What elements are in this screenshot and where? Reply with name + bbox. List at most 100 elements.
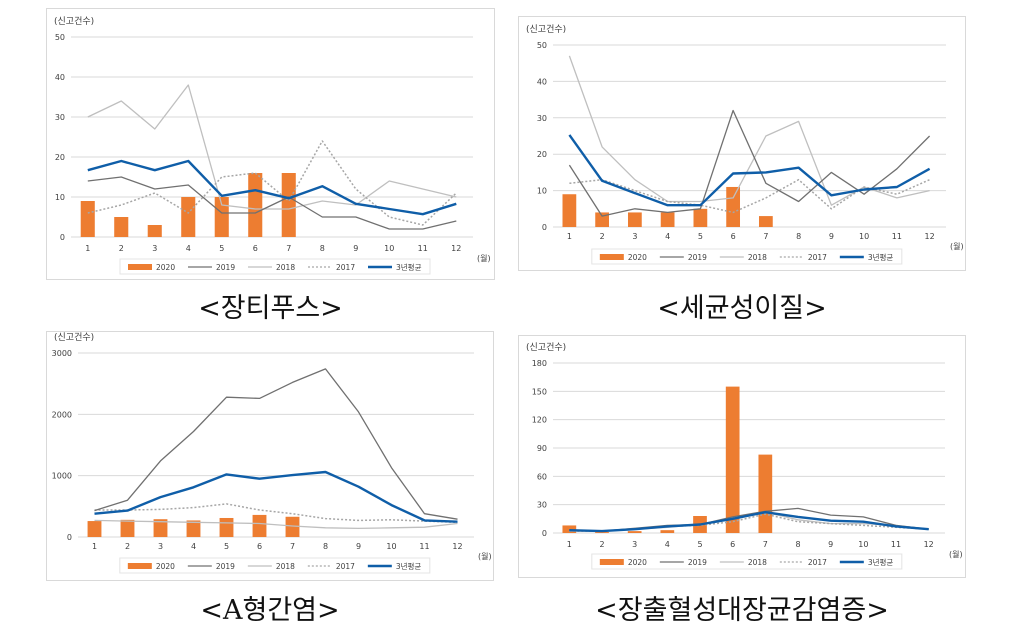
bar-2020 xyxy=(219,517,234,537)
caption-typhoid: <장티푸스> xyxy=(198,293,343,324)
series-line-s2017 xyxy=(569,513,929,532)
x-tick-label: 4 xyxy=(665,232,670,241)
x-tick-label: 6 xyxy=(257,542,262,551)
y-tick-label: 0 xyxy=(67,533,72,542)
legend-box xyxy=(591,553,903,570)
y-tick-label: 0 xyxy=(60,233,65,242)
y-tick-label: 20 xyxy=(55,153,65,162)
bar-2020 xyxy=(248,173,263,237)
x-tick-label: 8 xyxy=(795,540,800,549)
y-axis-label: (신고건수) xyxy=(54,16,94,27)
legend-label-s2019: 2019 xyxy=(688,253,707,262)
x-tick-label: 8 xyxy=(320,244,325,253)
x-tick-label: 3 xyxy=(632,232,637,241)
bar-2020 xyxy=(627,531,642,533)
x-tick-label: 2 xyxy=(119,244,124,253)
series-line-s2019 xyxy=(94,368,458,520)
bar-2020 xyxy=(285,516,300,537)
x-tick-label: 6 xyxy=(253,244,258,253)
x-tick-label: 1 xyxy=(567,232,572,241)
legend-label-s2018: 2018 xyxy=(748,558,767,567)
x-tick-label: 8 xyxy=(796,232,801,241)
x-axis-unit: (월) xyxy=(949,549,963,559)
x-tick-label: 9 xyxy=(828,540,833,549)
bar-2020 xyxy=(595,212,610,227)
legend-label-s2020: 2020 xyxy=(628,253,647,262)
legend-label-s2019: 2019 xyxy=(216,562,235,571)
x-axis-unit: (월) xyxy=(950,241,964,251)
x-tick-label: 3 xyxy=(632,540,637,549)
legend-label-avg: 3년평균 xyxy=(868,557,894,567)
series-line-avg xyxy=(94,470,458,523)
bar-2020 xyxy=(186,520,201,537)
legend-label-avg: 3년평균 xyxy=(396,561,422,571)
legend-label-s2019: 2019 xyxy=(216,263,235,272)
x-tick-label: 4 xyxy=(665,540,670,549)
x-tick-label: 10 xyxy=(859,232,869,241)
y-tick-label: 20 xyxy=(537,150,547,159)
bar-2020 xyxy=(660,212,675,227)
x-tick-label: 2 xyxy=(600,232,605,241)
x-tick-label: 10 xyxy=(384,244,394,253)
y-tick-label: 150 xyxy=(532,387,547,396)
y-tick-label: 50 xyxy=(55,33,65,42)
series-line-s2019 xyxy=(87,176,457,230)
legend-label-s2017: 2017 xyxy=(336,263,355,272)
legend-label-s2019: 2019 xyxy=(688,558,707,567)
legend-box xyxy=(591,248,903,265)
y-axis-label: (신고건수) xyxy=(54,332,94,343)
x-tick-label: 7 xyxy=(763,540,768,549)
legend-label-s2018: 2018 xyxy=(748,253,767,262)
y-tick-label: 120 xyxy=(532,416,547,425)
x-axis-unit: (월) xyxy=(477,253,491,263)
series-line-s2018 xyxy=(94,519,458,530)
x-tick-label: 9 xyxy=(829,232,834,241)
legend-label-s2017: 2017 xyxy=(808,253,827,262)
legend-swatch-2020 xyxy=(127,563,152,569)
chart-panel-typhoid: (신고건수) 0 10 20 30 40 50 1 2 3 4 5 6 7 8 9 10 11 12 (월) 2020 2… xyxy=(46,8,495,280)
x-tick-label: 5 xyxy=(698,232,703,241)
bar-2020 xyxy=(595,532,609,533)
caption-ehec: <장출혈성대장균감염증> xyxy=(595,595,889,626)
bar-2020 xyxy=(726,186,741,227)
x-axis-unit: (월) xyxy=(478,551,492,561)
x-tick-label: 1 xyxy=(85,244,90,253)
x-tick-label: 7 xyxy=(286,244,291,253)
series-line-avg xyxy=(568,134,931,207)
x-tick-label: 11 xyxy=(891,540,901,549)
legend-label-s2017: 2017 xyxy=(808,558,827,567)
y-tick-label: 90 xyxy=(537,444,547,453)
y-tick-label: 30 xyxy=(537,501,547,510)
caption-shigellosis: <세균성이질> xyxy=(657,293,827,324)
x-tick-label: 11 xyxy=(418,244,428,253)
legend-box xyxy=(119,258,431,275)
y-tick-label: 50 xyxy=(537,41,547,50)
legend-swatch-2020 xyxy=(599,559,624,565)
x-tick-label: 4 xyxy=(191,542,196,551)
x-tick-label: 2 xyxy=(125,542,130,551)
legend-swatch-2020 xyxy=(128,264,152,270)
x-tick-label: 5 xyxy=(224,542,229,551)
x-tick-label: 5 xyxy=(219,244,224,253)
x-tick-label: 12 xyxy=(452,542,462,551)
y-tick-label: 10 xyxy=(55,193,65,202)
bar-2020 xyxy=(147,225,162,237)
x-tick-label: 2 xyxy=(599,540,604,549)
x-tick-label: 11 xyxy=(419,542,429,551)
legend-label-s2018: 2018 xyxy=(276,562,295,571)
legend-label-s2020: 2020 xyxy=(156,562,175,571)
y-tick-label: 0 xyxy=(542,529,547,538)
x-tick-label: 6 xyxy=(731,232,736,241)
bar-2020 xyxy=(181,197,196,237)
legend-swatch-2020 xyxy=(599,254,624,260)
legend-label-s2020: 2020 xyxy=(156,263,175,272)
y-tick-label: 40 xyxy=(55,73,65,82)
bar-2020 xyxy=(758,454,773,533)
legend-label-s2018: 2018 xyxy=(276,263,295,272)
series-line-avg xyxy=(87,159,457,216)
chart-panel-hepatitis-a: (신고건수) 0 1000 2000 3000 1 2 3 4 5 6 7 8 9 10 11 12 (월) 202… xyxy=(46,331,494,581)
x-tick-label: 4 xyxy=(186,244,191,253)
bar-2020 xyxy=(725,386,740,533)
bar-2020 xyxy=(80,201,95,237)
